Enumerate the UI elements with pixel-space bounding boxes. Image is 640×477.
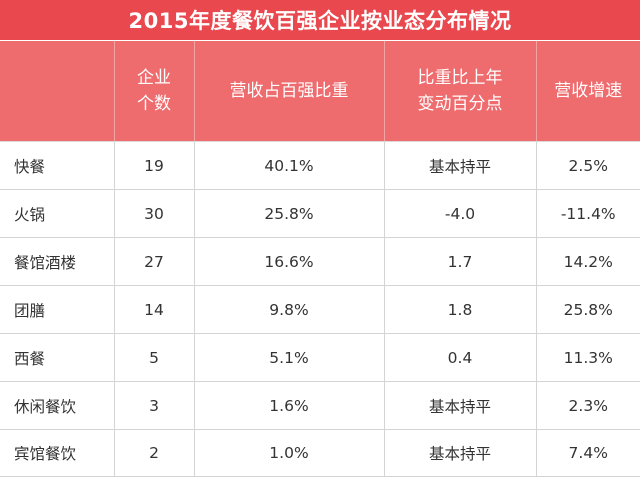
cell-count: 19: [114, 141, 195, 190]
cell-change: -4.0: [384, 189, 537, 238]
cell-growth: 2.5%: [536, 141, 640, 190]
header-count-line1: 企业: [137, 68, 171, 88]
header-share: 营收占百强比重: [194, 41, 385, 142]
cell-share: 1.6%: [194, 381, 385, 430]
cell-share: 25.8%: [194, 189, 385, 238]
header-growth: 营收增速: [536, 41, 640, 142]
cell-share: 5.1%: [194, 333, 385, 382]
table-row: 休闲餐饮 3 1.6% 基本持平 2.3%: [0, 381, 640, 430]
cell-category: 休闲餐饮: [0, 381, 115, 430]
cell-count: 27: [114, 237, 195, 286]
cell-change: 基本持平: [384, 381, 537, 430]
header-category: [0, 41, 115, 142]
cell-share: 1.0%: [194, 429, 385, 477]
table-row: 西餐 5 5.1% 0.4 11.3%: [0, 333, 640, 382]
cell-growth: 2.3%: [536, 381, 640, 430]
table-row: 餐馆酒楼 27 16.6% 1.7 14.2%: [0, 237, 640, 286]
cell-growth: 14.2%: [536, 237, 640, 286]
cell-change: 基本持平: [384, 429, 537, 477]
table-row: 团膳 14 9.8% 1.8 25.8%: [0, 285, 640, 334]
cell-count: 5: [114, 333, 195, 382]
cell-category: 团膳: [0, 285, 115, 334]
table-title: 2015年度餐饮百强企业按业态分布情况: [0, 0, 640, 40]
cell-change: 0.4: [384, 333, 537, 382]
cell-share: 16.6%: [194, 237, 385, 286]
cell-change: 基本持平: [384, 141, 537, 190]
header-count: 企业 个数: [114, 41, 195, 142]
cell-category: 宾馆餐饮: [0, 429, 115, 477]
header-row: 企业 个数 营收占百强比重 比重比上年 变动百分点 营收增速: [0, 41, 640, 142]
cell-category: 餐馆酒楼: [0, 237, 115, 286]
cell-change: 1.7: [384, 237, 537, 286]
cell-count: 2: [114, 429, 195, 477]
cell-category: 火锅: [0, 189, 115, 238]
cell-share: 9.8%: [194, 285, 385, 334]
table-row: 火锅 30 25.8% -4.0 -11.4%: [0, 189, 640, 238]
cell-growth: -11.4%: [536, 189, 640, 238]
cell-category: 西餐: [0, 333, 115, 382]
cell-change: 1.8: [384, 285, 537, 334]
cell-growth: 25.8%: [536, 285, 640, 334]
cell-growth: 11.3%: [536, 333, 640, 382]
cell-count: 30: [114, 189, 195, 238]
table-row: 快餐 19 40.1% 基本持平 2.5%: [0, 141, 640, 190]
data-table: 企业 个数 营收占百强比重 比重比上年 变动百分点 营收增速 快餐 19 40.…: [0, 41, 640, 477]
cell-share: 40.1%: [194, 141, 385, 190]
table-row: 宾馆餐饮 2 1.0% 基本持平 7.4%: [0, 429, 640, 477]
header-count-line2: 个数: [137, 94, 171, 114]
cell-growth: 7.4%: [536, 429, 640, 477]
cell-count: 3: [114, 381, 195, 430]
header-change-line1: 比重比上年: [417, 68, 503, 88]
header-change: 比重比上年 变动百分点: [384, 41, 537, 142]
header-change-line2: 变动百分点: [417, 94, 503, 114]
cell-category: 快餐: [0, 141, 115, 190]
cell-count: 14: [114, 285, 195, 334]
